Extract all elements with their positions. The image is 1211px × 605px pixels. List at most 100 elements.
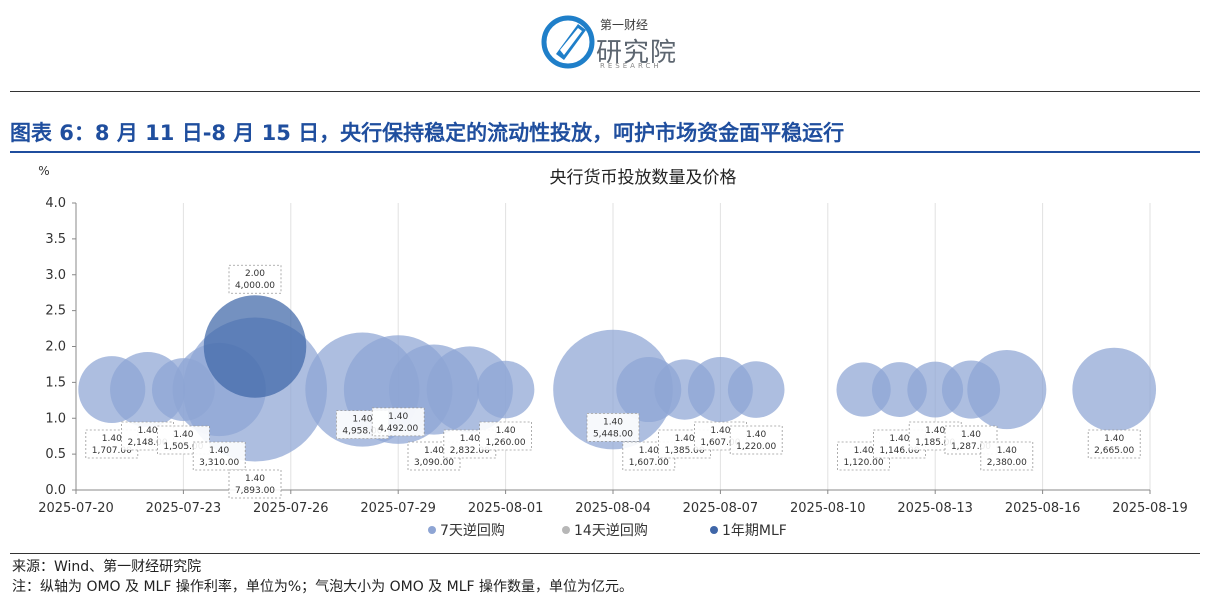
data-label-size: 1,185.00 [915, 438, 955, 448]
y-tick-label: 2.5 [45, 304, 66, 319]
data-label-size: 1,385.00 [665, 446, 705, 456]
title-divider [10, 151, 1200, 153]
legend-item: 7天逆回购 [428, 523, 505, 539]
x-tick-label: 2025-08-10 [790, 501, 866, 516]
y-tick-label: 4.0 [45, 196, 66, 211]
legend-item: 14天逆回购 [562, 523, 648, 539]
y-tick-label: 2.0 [45, 340, 66, 355]
y-axis-unit: % [38, 164, 49, 178]
data-label-size: 2,665.00 [1094, 446, 1134, 456]
logo-sub-text: RESEARCH [600, 62, 662, 70]
data-label-size: 1,287.00 [951, 442, 991, 452]
legend-marker [428, 526, 436, 534]
data-label: 1.40 1,260.00 [479, 421, 533, 451]
data-label-size: 5,448.00 [593, 429, 633, 439]
y-tick-label: 1.0 [45, 411, 66, 426]
data-label-box [371, 407, 425, 437]
x-tick-label: 2025-07-20 [38, 501, 114, 516]
data-label-rate: 1.40 [496, 426, 516, 436]
bubble-chart: 2025-07-20 2025-07-23 2025-07-26 2025-07-29… [38, 164, 1188, 539]
x-tick-label: 2025-08-13 [897, 501, 973, 516]
data-label-rate: 1.40 [925, 426, 945, 436]
y-tick-label: 3.0 [45, 268, 66, 283]
data-label-rate: 1.40 [961, 430, 981, 440]
data-label: 2.00 4,000.00 [228, 264, 282, 294]
data-label-rate: 1.40 [603, 417, 623, 427]
data-label-rate: 1.40 [245, 474, 265, 484]
legend-item: 1年期MLF [710, 523, 787, 539]
data-label-size: 4,958.00 [342, 427, 382, 437]
data-label-box [228, 469, 282, 499]
data-label-box [586, 412, 640, 442]
legend-label: 14天逆回购 [574, 523, 648, 539]
data-label-rate: 1.40 [173, 430, 193, 440]
data-label-rate: 1.40 [460, 434, 480, 444]
chart-text-layer: % 央行货币投放数量及价格 [38, 164, 736, 188]
data-label-box [228, 264, 282, 294]
x-tick-label: 2025-07-26 [253, 501, 329, 516]
data-label-box [192, 441, 246, 471]
data-label-box [1087, 429, 1141, 459]
data-label-size: 1,707.00 [92, 446, 132, 456]
data-label-rate: 1.40 [424, 446, 444, 456]
source-note: 来源：Wind、第一财经研究院 [12, 559, 202, 575]
data-label-rate: 1.40 [138, 426, 158, 436]
bubble [654, 359, 715, 420]
data-label-rate: 1.40 [997, 446, 1017, 456]
logo-top-text: 第一财经 [600, 18, 649, 32]
data-label-box [980, 441, 1034, 471]
research-logo: 第一财经 研究院 RESEARCH [538, 10, 688, 72]
figure-title: 图表 6：8 月 11 日-8 月 15 日，央行保持稳定的流动性投放，呵护市场… [10, 121, 845, 145]
data-labels-layer: 1.401,707.001.402,148.001.401,505.00 1.40… [85, 264, 1141, 499]
data-label-rate: 1.40 [710, 426, 730, 436]
x-tick-label: 2025-08-07 [683, 501, 759, 516]
legend: 7天逆回购 14天逆回购 1年期MLF [428, 523, 787, 539]
data-label-rate: 1.40 [388, 412, 408, 422]
data-label: 1.40 5,448.00 [586, 412, 640, 442]
bubble [78, 356, 146, 424]
data-label-box [479, 421, 533, 451]
data-label-rate: 1.40 [639, 446, 659, 456]
data-label-rate: 1.40 [675, 434, 695, 444]
x-tick-label: 2025-08-04 [575, 501, 651, 516]
data-label-rate: 1.40 [854, 446, 874, 456]
footer-divider [10, 553, 1200, 554]
y-tick-label: 0.5 [45, 447, 66, 462]
legend-marker [562, 526, 570, 534]
data-label-box [729, 425, 783, 455]
x-tick-label: 2025-08-16 [1005, 501, 1081, 516]
data-label-rate: 1.40 [746, 430, 766, 440]
header-divider [10, 91, 1200, 92]
data-label-size: 2,380.00 [987, 458, 1027, 468]
data-label-size: 1,120.00 [844, 458, 884, 468]
data-label-size: 1,260.00 [486, 438, 526, 448]
data-label-size: 1,607.00 [700, 438, 740, 448]
chart-title: 央行货币投放数量及价格 [550, 168, 737, 188]
bubbles-layer [78, 295, 1157, 462]
data-label-size: 1,220.00 [736, 442, 776, 452]
data-label-size: 3,310.00 [199, 458, 239, 468]
data-label-rate: 1.40 [889, 434, 909, 444]
logo-main-text: 研究院 [596, 38, 678, 68]
y-tick-label: 1.5 [45, 375, 66, 390]
data-label: 1.40 2,665.00 [1087, 429, 1141, 459]
legend-label: 1年期MLF [722, 523, 787, 539]
x-tick-label: 2025-07-29 [360, 501, 436, 516]
data-label-size: 3,090.00 [414, 458, 454, 468]
legend-label: 7天逆回购 [440, 523, 505, 539]
data-label-rate: 1.40 [352, 415, 372, 425]
data-label: 1.40 4,492.00 [371, 407, 425, 437]
data-label: 1.40 1,220.00 [729, 425, 783, 455]
data-label-size: 1,505.00 [163, 442, 203, 452]
data-label-rate: 1.40 [209, 446, 229, 456]
data-label-rate: 2.00 [245, 269, 265, 279]
data-label-size: 1,146.00 [879, 446, 919, 456]
y-tick-label: 0.0 [45, 483, 66, 498]
data-label-size: 2,832.00 [450, 446, 490, 456]
data-label-size: 4,492.00 [378, 424, 418, 434]
bubble [476, 360, 535, 419]
data-label-size: 7,893.00 [235, 486, 275, 496]
bubble [727, 361, 785, 418]
bubble [151, 358, 215, 421]
footnote: 注：纵轴为 OMO 及 MLF 操作利率，单位为%；气泡大小为 OMO 及 ML… [12, 579, 634, 595]
